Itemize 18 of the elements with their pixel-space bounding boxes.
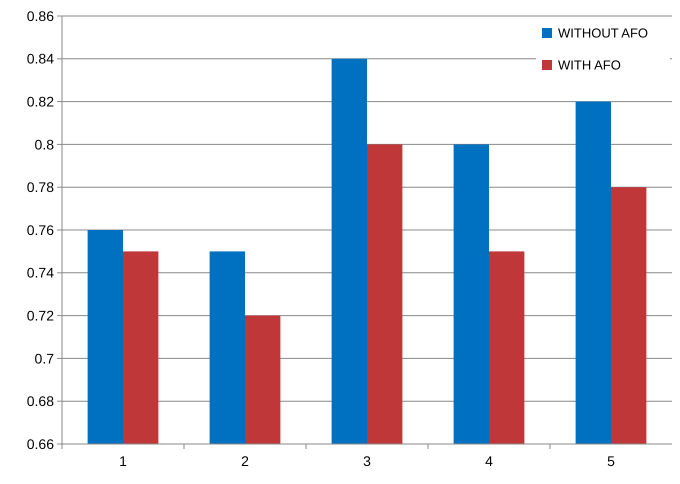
x-tick-label: 4 [485,453,494,469]
y-tick-label: 0.7 [34,350,54,366]
x-tick-label: 3 [363,453,372,469]
x-tick-label: 2 [241,453,250,469]
y-tick-label: 0.82 [26,94,54,110]
y-tick-label: 0.8 [34,136,54,152]
legend-label: WITH AFO [558,58,621,73]
y-tick-label: 0.86 [26,8,54,24]
y-tick-label: 0.66 [26,436,54,452]
y-tick-label: 0.76 [26,222,54,238]
y-tick-label: 0.74 [26,264,54,281]
x-tick-label: 1 [119,453,128,469]
y-tick-label: 0.68 [26,393,54,410]
y-tick-label: 0.72 [26,308,54,324]
x-tick-label: 5 [607,453,616,469]
y-tick-label: 0.78 [26,179,54,196]
legend-label: WITHOUT AFO [558,26,648,41]
y-tick-label: 0.84 [26,50,54,67]
